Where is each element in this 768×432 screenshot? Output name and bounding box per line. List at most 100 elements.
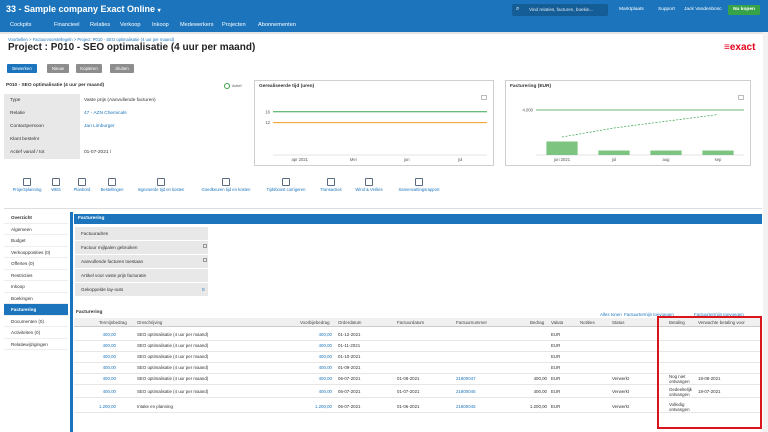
cell-currency: EUR — [551, 354, 561, 359]
cell-advance-amount[interactable]: 400,00 — [318, 343, 332, 348]
cell-advance-amount[interactable]: 400,00 — [318, 389, 332, 394]
y-tick-label: 4.000 — [523, 108, 534, 113]
cell-term-amount[interactable]: 400,00 — [102, 365, 116, 370]
cell-invoice-date: 01-07-2021 — [397, 389, 420, 394]
col-term-amount[interactable]: Termijnbedrag — [99, 320, 127, 325]
col-invoice-date[interactable]: Factuurdatum — [397, 320, 425, 325]
nav-sales-positions[interactable]: Verkoopposities (0) — [4, 247, 68, 258]
col-payment[interactable]: Betaling — [669, 320, 685, 325]
cell-invoice-number[interactable]: 21800047 — [456, 376, 476, 381]
tool-orders[interactable]: Bestellingen — [96, 178, 128, 192]
new-button[interactable]: Nieuw — [47, 64, 69, 73]
cell-invoice-number[interactable]: 21800046 — [456, 389, 476, 394]
col-amount[interactable]: Bedrag — [530, 320, 545, 325]
nav-bookings[interactable]: Boekingen — [4, 293, 68, 304]
time-chart-card: Gerealiseerde tijd (uren) 16 12 apr 2021 Me… — [254, 80, 494, 166]
nav-financieel[interactable]: Financieel — [54, 22, 80, 28]
nav-relation-changes[interactable]: Relatiewijzigingen — [4, 339, 68, 350]
cell-term-amount[interactable]: 400,00 — [102, 343, 116, 348]
nav-invoicing[interactable]: Facturering — [4, 304, 68, 316]
cell-order-date: 06-07-2021 — [338, 376, 361, 381]
nav-restrictions[interactable]: Restricties — [4, 270, 68, 281]
linked-layouts-value[interactable]: 0 — [202, 287, 205, 292]
global-search[interactable]: ⌕ Vind relaties, facturen, boekin... — [512, 4, 608, 16]
copy-button[interactable]: Kopiëren — [76, 64, 102, 73]
chart-options-icon[interactable] — [738, 95, 744, 100]
tool-profit-loss[interactable]: Wind & Verlies — [350, 178, 388, 192]
col-invoice-number[interactable]: Factuurnummer — [456, 320, 487, 325]
cell-advance-amount[interactable]: 400,00 — [318, 376, 332, 381]
info-row-order-number: Klant bestelnr — [4, 133, 246, 146]
milestones-checkbox[interactable] — [203, 244, 207, 248]
nav-activities[interactable]: Activiteiten (0) — [4, 327, 68, 339]
col-description[interactable]: Omschrijving — [137, 320, 163, 325]
chart-options-icon[interactable] — [481, 95, 487, 100]
nav-inkoop[interactable]: Inkoop — [152, 22, 169, 28]
cell-status: Verwerkt — [612, 404, 630, 409]
nav-abonnementen[interactable]: Abonnementen — [258, 22, 296, 28]
tool-project-planning[interactable]: Projectplanning — [6, 178, 48, 192]
add-term-link-2[interactable]: Factuurtermijn toevoegen — [694, 312, 744, 317]
additional-invoices-checkbox[interactable] — [203, 258, 207, 262]
col-currency[interactable]: Valuta — [551, 320, 564, 325]
col-advance-amount[interactable]: Voorbijebedrag — [300, 320, 330, 325]
nav-quotes[interactable]: Offertes (0) — [4, 258, 68, 270]
cell-advance-amount[interactable]: 400,00 — [318, 354, 332, 359]
nav-general[interactable]: Algemeen — [4, 224, 68, 235]
nav-overview[interactable]: Overzicht — [4, 212, 68, 224]
invoicing-table-title: Facturering — [76, 310, 103, 315]
tool-correct-time[interactable]: Tijdsboost corrigeren — [260, 178, 312, 192]
tool-planbord[interactable]: Planbord — [70, 178, 94, 192]
col-status[interactable]: Status — [612, 320, 625, 325]
cell-term-amount[interactable]: 400,00 — [102, 389, 116, 394]
tool-transactions[interactable]: Transacties — [316, 178, 346, 192]
invoicing-header: Facturering — [74, 214, 762, 224]
nav-budget[interactable]: Budget — [4, 235, 68, 247]
documents-link[interactable]: Documenten — [660, 23, 688, 28]
cell-order-date: 06-07-2021 — [338, 404, 361, 409]
add-term-link[interactable]: Factuurtermijn toevoegen — [624, 312, 674, 317]
nav-cockpits[interactable]: Cockpits — [10, 22, 32, 28]
cell-term-amount[interactable]: 400,00 — [102, 332, 116, 337]
cell-term-amount[interactable]: 400,00 — [102, 376, 116, 381]
close-button[interactable]: Sluiten — [110, 64, 134, 73]
tool-entered-time[interactable]: Ingevoerde tijd en kosten — [130, 178, 192, 192]
nav-documents[interactable]: Documenten (0) — [4, 316, 68, 327]
cell-invoice-number[interactable]: 21800045 — [456, 404, 476, 409]
col-expected-payment[interactable]: Verwachte betaling voor — [698, 320, 745, 325]
cell-term-amount[interactable]: 400,00 — [102, 354, 116, 359]
create-link[interactable]: Aanmaken — [697, 23, 720, 28]
edit-button[interactable]: Bewerken — [7, 64, 37, 73]
user-menu[interactable]: Jack Vandenbosc — [684, 7, 722, 12]
nav-projecten[interactable]: Projecten — [222, 22, 246, 28]
info-label: Relatie — [4, 107, 80, 120]
activities-link[interactable]: Activiteiten — [624, 23, 648, 28]
support-link[interactable]: Support — [658, 7, 675, 12]
buy-now-button[interactable]: Nu kopen — [728, 5, 760, 15]
marketplace-link[interactable]: Marktplaats — [619, 7, 644, 12]
tool-wbs[interactable]: WBS — [46, 178, 66, 192]
page-scrollbar[interactable] — [763, 32, 768, 432]
info-label: Type — [4, 94, 80, 107]
breadcrumb[interactable]: Voorbellen > Factuurvoorstellegeln > Pro… — [8, 37, 175, 42]
nav-purchase[interactable]: Inkoop — [4, 281, 68, 293]
nav-relaties[interactable]: Relaties — [90, 22, 111, 28]
relation-link[interactable]: 47 - AZN Chemicals — [84, 111, 127, 116]
col-order-date[interactable]: Orderdatum — [338, 320, 362, 325]
table-header — [74, 318, 762, 327]
nav-verkoop[interactable]: Verkoop — [120, 22, 141, 28]
cell-advance-amount[interactable]: 400,00 — [318, 365, 332, 370]
cell-advance-amount[interactable]: 1.200,00 — [314, 404, 332, 409]
cell-advance-amount[interactable]: 400,00 — [318, 332, 332, 337]
nav-medewerkers[interactable]: Medewerkers — [180, 22, 214, 28]
cell-currency: EUR — [551, 343, 561, 348]
show-all-link[interactable]: Alles tonen — [600, 312, 622, 317]
cell-term-amount[interactable]: 1.200,00 — [98, 404, 116, 409]
col-notes[interactable]: Notities — [580, 320, 595, 325]
tool-summary-report[interactable]: Samenvattingsrapport — [392, 178, 446, 192]
cell-order-date: 01-10-2021 — [338, 354, 361, 359]
company-selector[interactable]: 33 - Sample company Exact Online ▾ — [6, 4, 161, 14]
tool-approve-time[interactable]: Goedkeuren tijd en kosten — [196, 178, 256, 192]
contact-link[interactable]: Jan Limburger — [84, 124, 115, 129]
cell-status: Verwerkt — [612, 376, 630, 381]
